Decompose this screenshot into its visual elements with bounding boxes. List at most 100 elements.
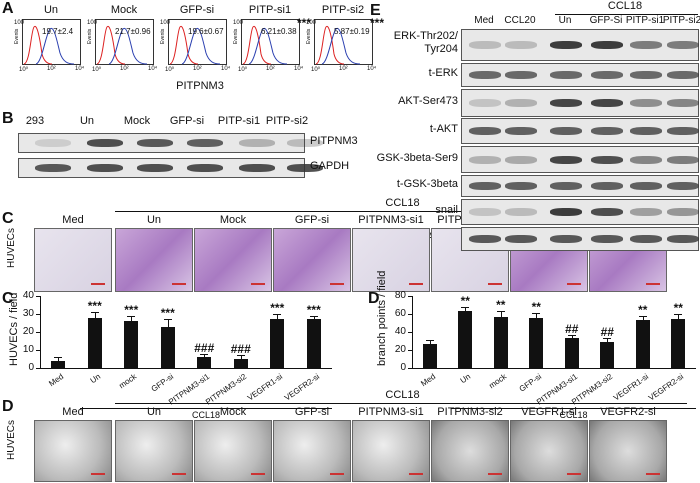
micrograph-image <box>115 228 193 292</box>
error-bar-cap <box>425 340 434 342</box>
blot-row-label: ERK-Thr202/ <box>393 30 458 42</box>
blot-row-label: GSK-3beta-Ser9 <box>376 151 458 164</box>
error-bar-cap <box>236 355 245 357</box>
blot-lane-label: GFP-Si <box>589 15 623 26</box>
histogram-xtick: 10⁴ <box>294 66 304 72</box>
significance-annotation: ## <box>565 321 579 336</box>
protein-band <box>505 127 537 135</box>
blot-lane-label: PITP-si1 <box>625 15 665 26</box>
blot-strip <box>461 63 699 87</box>
y-tick-mark <box>36 314 40 315</box>
bar <box>671 318 686 368</box>
error-bar-cap <box>273 314 282 315</box>
scale-bar <box>172 473 186 475</box>
blot-lane-label: Un <box>79 115 95 127</box>
micrograph-image <box>115 420 193 482</box>
histogram-percentage: 19.6±0.67 <box>188 27 224 36</box>
group-underline <box>115 403 687 404</box>
group-underline <box>451 408 696 409</box>
significance-annotation: ** <box>673 301 683 315</box>
panel-c-chart-label: C <box>2 290 14 307</box>
significance-annotation: ## <box>600 325 614 340</box>
micrograph-title: Med <box>62 406 84 418</box>
error-bar-cap <box>532 313 541 315</box>
histogram-ytick: 100 <box>14 20 25 26</box>
blot-strip <box>461 199 699 225</box>
protein-band <box>469 208 501 216</box>
panel-d-chart-label: D <box>368 290 380 307</box>
protein-band <box>591 155 623 164</box>
bar <box>529 317 544 368</box>
protein-band <box>550 182 582 190</box>
bar <box>51 360 66 368</box>
bar <box>306 319 321 368</box>
bar <box>564 338 579 368</box>
pitpnm3-histogram-curve <box>181 27 221 65</box>
micrograph-title: GFP-si <box>294 214 330 226</box>
protein-band <box>591 182 623 190</box>
protein-band <box>505 71 537 79</box>
histogram-xtick: 10⁰ <box>165 67 175 73</box>
histogram-ytick: 100 <box>160 20 171 26</box>
y-axis-label: HUVECs / field <box>8 292 20 366</box>
pitpnm3-histogram-curve <box>248 27 288 65</box>
histogram-ylabel: Events <box>14 28 20 44</box>
protein-band <box>591 99 623 107</box>
histogram-ytick: 100 <box>233 20 244 26</box>
protein-band <box>550 41 582 49</box>
protein-band <box>630 127 662 135</box>
protein-band <box>469 127 501 135</box>
significance-annotation: ** <box>460 293 470 308</box>
y-axis-label: branch points / field <box>376 270 388 366</box>
blot-strip <box>461 29 699 61</box>
protein-band <box>239 164 275 172</box>
significance-annotation: ### <box>230 342 251 357</box>
histogram-xtick: 10² <box>339 66 348 72</box>
protein-band <box>187 139 223 147</box>
blot-row-label: t-AKT <box>429 123 458 135</box>
bar <box>160 326 175 368</box>
blot-lane-label: PITP-si2 <box>265 115 309 127</box>
x-axis-line <box>412 368 696 369</box>
panel-a-xlabel: PITPNM3 <box>176 80 224 92</box>
histogram-percentage: 19.7±2.4 <box>42 27 74 36</box>
blot-lane-label: PITP-si1 <box>217 115 261 127</box>
group-label: CCL18 <box>385 389 420 401</box>
error-bar <box>94 312 96 318</box>
error-bar-cap <box>200 353 209 355</box>
blot-row-label: Tyr204 <box>424 43 458 55</box>
pitpnm3-histogram-curve <box>108 27 148 65</box>
scale-bar <box>488 283 502 285</box>
scale-bar <box>488 473 502 475</box>
blot-row-label: PITPNM3 <box>310 135 358 147</box>
micrograph-title: Mock <box>219 406 247 418</box>
protein-band <box>469 41 501 49</box>
protein-band <box>505 41 537 49</box>
protein-band <box>505 99 537 107</box>
y-tick-label: 0 <box>400 362 406 373</box>
histogram-xtick: 10⁴ <box>148 66 158 72</box>
protein-band <box>550 99 582 107</box>
histogram-xtick: 10⁴ <box>75 66 85 72</box>
y-tick-label: 80 <box>394 290 406 301</box>
protein-band <box>87 164 123 172</box>
error-bar <box>58 357 60 361</box>
bar <box>124 321 139 368</box>
group-label: CCL18 <box>559 410 588 420</box>
scale-bar <box>409 473 423 475</box>
error-bar <box>571 334 573 339</box>
scale-bar <box>567 473 581 475</box>
panel-b-label: B <box>2 110 14 127</box>
protein-band <box>667 208 699 216</box>
micrograph-image <box>194 420 272 482</box>
significance-annotation: *** <box>124 302 139 317</box>
bar <box>197 357 212 368</box>
control-histogram-curve <box>23 25 53 65</box>
histogram-title: Mock <box>110 4 138 16</box>
significance-annotation: *** <box>306 302 321 317</box>
protein-band <box>469 182 501 190</box>
histogram-frame <box>241 19 300 65</box>
blot-lane-label: Med <box>474 15 494 26</box>
control-histogram-curve <box>242 25 272 65</box>
micrograph-image <box>273 228 351 292</box>
